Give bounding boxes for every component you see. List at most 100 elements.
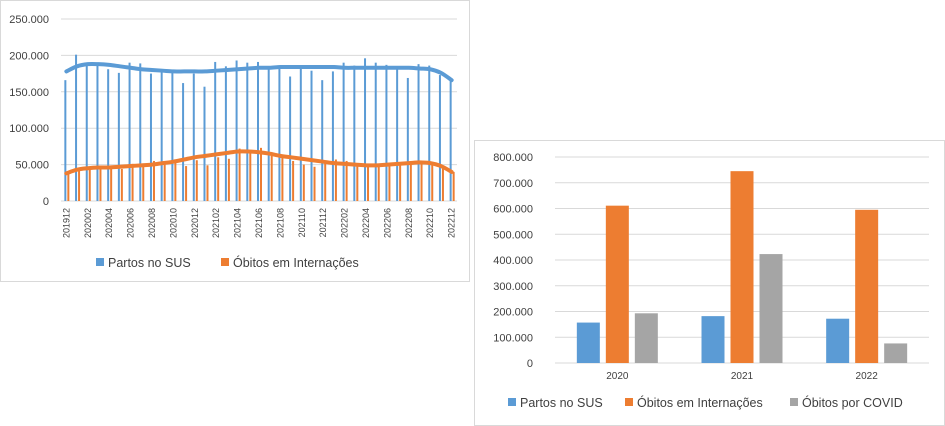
bar-obitos [313, 166, 316, 201]
bar-partos [385, 64, 388, 201]
bar-obitos [409, 163, 412, 201]
bar-obitos [441, 166, 444, 201]
bar-obitos [420, 161, 423, 201]
bar-2021-2 [759, 254, 783, 363]
bar-partos [224, 66, 227, 201]
bar-partos [192, 73, 195, 201]
bar-partos [235, 60, 238, 201]
bar-obitos [452, 171, 455, 201]
bar-partos [331, 71, 334, 201]
bar-partos [449, 80, 452, 201]
bar-partos [203, 86, 206, 201]
bar-partos [107, 69, 110, 202]
bar-partos [182, 83, 185, 201]
bar-partos [310, 70, 313, 201]
y-tick-label: 200.000 [493, 307, 533, 319]
y-tick-label: 600.000 [493, 204, 533, 216]
legend-swatch [508, 398, 516, 406]
bar-obitos [142, 166, 145, 201]
bar-obitos [195, 160, 198, 201]
trend-line-partos [64, 61, 454, 83]
bar-obitos [345, 160, 348, 201]
bar-2020-1 [605, 205, 629, 363]
bar-partos [278, 66, 281, 201]
x-tick-label: 202206 [382, 208, 392, 238]
bar-partos [257, 61, 259, 202]
legend-label: Partos no SUS [520, 396, 603, 410]
bar-obitos [78, 170, 81, 201]
bar-partos [214, 61, 217, 202]
legend-swatch [790, 398, 798, 406]
bar-2020-2 [634, 313, 658, 363]
bar-2022-1 [855, 209, 879, 363]
x-tick-label: 202012 [190, 208, 200, 238]
bar-2020-0 [576, 322, 600, 363]
y-tick-label: 200.000 [9, 50, 49, 62]
bar-obitos [249, 150, 252, 201]
x-tick-label: 202212 [447, 208, 457, 238]
chart-monthly-svg: 0 50.000 100.000 150.000 200.000 250.000 20191… [9, 14, 457, 270]
bar-partos [246, 62, 249, 202]
x-tick-label: 202102 [211, 208, 221, 238]
bar-obitos [399, 164, 402, 201]
x-tick-label: 202106 [254, 208, 264, 238]
y-tick-label: 100.000 [9, 123, 49, 135]
bar-partos [267, 66, 270, 201]
legend-label: Óbitos em Internações [637, 395, 763, 410]
bar-obitos [238, 148, 241, 201]
bar-obitos [88, 168, 91, 201]
x-tick-label: 202006 [126, 208, 136, 238]
bar-partos [374, 62, 377, 202]
y-tick-label: 0 [43, 196, 49, 208]
bar-obitos [367, 164, 370, 201]
bar-partos [417, 64, 420, 201]
x-tick-label: 202010 [168, 208, 178, 238]
y-tick-label: 700.000 [493, 178, 533, 190]
legend-swatch [221, 258, 229, 266]
x-tick-label: 2021 [731, 371, 754, 382]
bar-obitos [431, 163, 434, 201]
x-tick-label: 202108 [275, 208, 285, 238]
bar-2022-0 [826, 318, 850, 363]
bar-partos [149, 73, 152, 201]
x-tick-label: 202204 [361, 208, 371, 238]
bar-partos [96, 64, 99, 201]
bar-obitos [67, 173, 70, 201]
bar-partos [64, 80, 67, 201]
bar-partos [139, 63, 142, 201]
bar-obitos [324, 162, 327, 201]
x-tick-label: 202002 [83, 208, 93, 238]
bar-partos [117, 72, 120, 201]
bar-partos [364, 58, 367, 202]
x-tick-label: 201912 [61, 208, 71, 238]
y-tick-label: 400.000 [493, 255, 533, 267]
trend-line-obitos [64, 149, 454, 176]
y-tick-label: 800.000 [493, 152, 533, 164]
bar-2021-0 [701, 316, 725, 363]
y-tick-label: 150.000 [9, 87, 49, 99]
bar-obitos [152, 160, 155, 201]
bar-2022-2 [884, 343, 908, 363]
bar-partos [353, 65, 356, 201]
bar-partos [428, 65, 431, 201]
bar-obitos [292, 160, 295, 201]
y-tick-label: 100.000 [493, 332, 533, 344]
x-tick-label: 202004 [104, 208, 114, 238]
x-tick-label: 202208 [404, 208, 414, 238]
bar-obitos [110, 168, 113, 201]
bar-obitos [334, 159, 337, 201]
bar-obitos [270, 153, 273, 201]
bar-partos [299, 68, 302, 201]
legend-label: Partos no SUS [108, 256, 191, 270]
bar-partos [438, 75, 441, 201]
bar-obitos [99, 168, 102, 201]
x-tick-label: 202202 [340, 208, 350, 238]
y-tick-label: 500.000 [493, 229, 533, 241]
bar-partos [160, 69, 163, 202]
y-tick-label: 300.000 [493, 281, 533, 293]
x-tick-label: 202110 [297, 208, 307, 237]
y-tick-label: 50.000 [15, 160, 49, 172]
y-tick-label: 0 [527, 358, 533, 370]
x-tick-label: 202104 [233, 208, 243, 238]
bar-partos [289, 76, 292, 201]
